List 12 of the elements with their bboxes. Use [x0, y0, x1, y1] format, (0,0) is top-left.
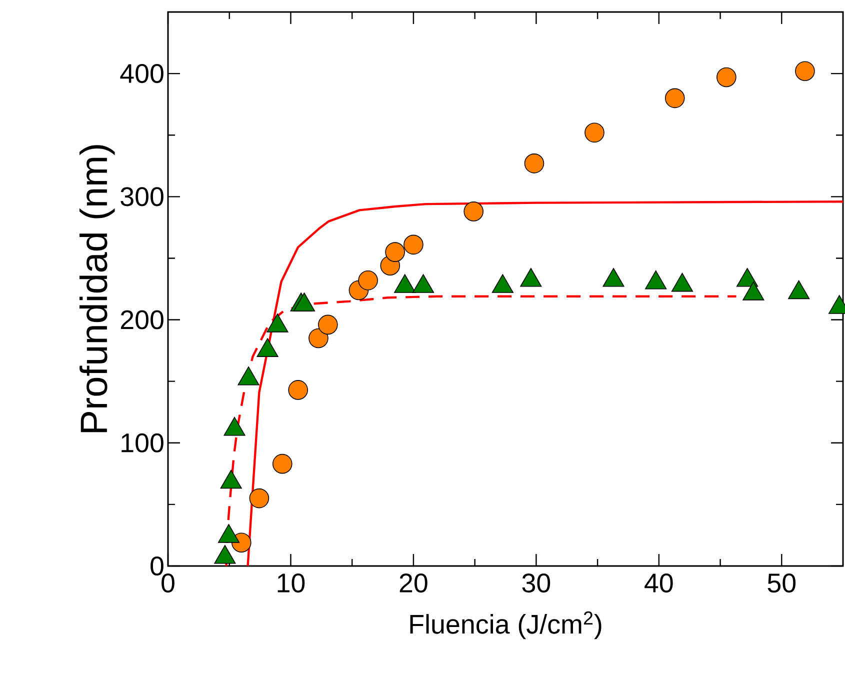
- x-axis-title: Fluencia (J/cm$^{2}$): [410, 611, 602, 640]
- x-tick-label: 20: [400, 574, 428, 593]
- x-tick-label: 10: [278, 574, 305, 593]
- y-tick-label: 300: [120, 187, 164, 206]
- y-axis-title: Profundidad (nm): [79, 145, 115, 432]
- y-tick-label: 0: [150, 556, 164, 576]
- y-tick-label: 400: [120, 64, 164, 84]
- y-tick-label: 100: [122, 433, 164, 452]
- x-tick-label: 30: [522, 574, 550, 593]
- x-tick-label: 50: [768, 574, 796, 593]
- x-tick-label: 40: [644, 574, 673, 593]
- y-tick-label: 200: [120, 310, 164, 330]
